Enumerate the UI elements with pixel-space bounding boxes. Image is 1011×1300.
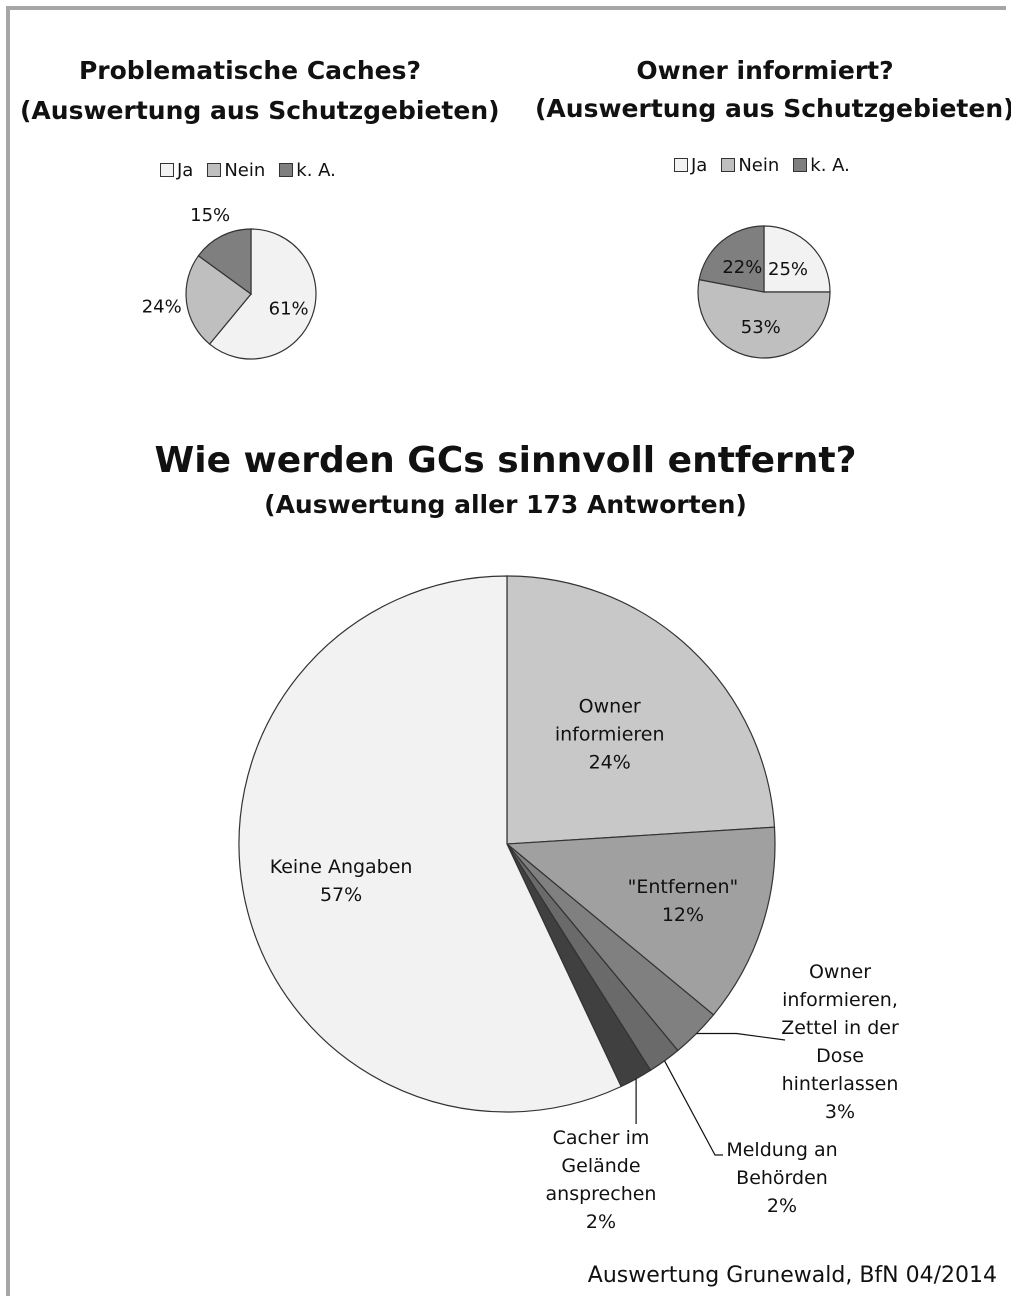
chart3-data-label-3-1: Behörden	[736, 1167, 828, 1189]
chart3-data-label-4-3: 2%	[586, 1211, 616, 1233]
chart2-data-label-1: 53%	[741, 317, 781, 338]
chart3-data-label-2-3: Dose	[816, 1045, 864, 1067]
chart2-slice-0	[763, 225, 831, 293]
footer-credit: Auswertung Grunewald, BfN 04/2014	[587, 1263, 997, 1288]
chart1-legend-swatch-1	[207, 163, 222, 177]
chart1-legend: Ja Nein k. A.	[160, 160, 350, 181]
chart3-leader-line-2	[696, 1032, 786, 1041]
chart1-legend-item-2: k. A.	[279, 160, 336, 181]
chart1-data-label-0: 61%	[269, 299, 309, 320]
chart3-slice-5	[238, 575, 622, 1113]
chart2-legend-swatch-2	[793, 158, 808, 172]
chart3-data-label-3-0: Meldung an	[726, 1139, 837, 1161]
chart2-legend-item-0: Ja	[674, 155, 707, 176]
chart1-legend-label-2: k. A.	[296, 160, 336, 181]
chart2-data-label-0: 25%	[768, 259, 808, 280]
chart2-title: Owner informiert?	[636, 56, 894, 85]
chart3-subtitle: (Auswertung aller 173 Antworten)	[264, 490, 747, 519]
chart1-pie: 61% 24% 15%	[142, 205, 317, 360]
chart3-data-label-1-1: 12%	[662, 904, 704, 926]
chart3-data-label-0-0: Owner	[579, 696, 641, 718]
chart1-legend-swatch-2	[279, 163, 294, 177]
chart3-title: Wie werden GCs sinnvoll entfernt?	[154, 440, 857, 481]
figure-frame	[6, 6, 1006, 1296]
chart1-legend-label-0: Ja	[177, 160, 194, 181]
chart1-slice-2	[197, 228, 252, 296]
chart2-subtitle: (Auswertung aus Schutzgebieten)	[535, 94, 1011, 123]
chart1-legend-swatch-0	[160, 163, 174, 177]
chart3-data-label-2-0: Owner	[809, 961, 871, 983]
chart2-legend-swatch-1	[721, 158, 736, 172]
chart3-data-label-1-0: "Entfernen"	[628, 876, 739, 898]
chart3-data-label-5-1: 57%	[320, 884, 362, 906]
chart3-data-label-0-2: 24%	[589, 752, 631, 774]
chart3-data-label-0-1: informieren	[555, 724, 665, 746]
chart1-data-label-2: 15%	[190, 205, 230, 226]
chart1-slice-0	[208, 228, 317, 360]
chart2-pie: 25% 53% 22%	[697, 225, 831, 359]
chart3-data-label-3-2: 2%	[767, 1195, 797, 1217]
chart1-slice-1	[185, 254, 252, 345]
chart3-data-label-2-2: Zettel in der	[781, 1017, 899, 1039]
chart1-title: Problematische Caches?	[78, 56, 422, 85]
chart3-data-label-2-1: informieren,	[782, 989, 898, 1011]
chart2-slice-2	[698, 225, 765, 293]
chart3-data-label-5-0: Keine Angaben	[270, 856, 413, 878]
chart1-legend-item-1: Nein	[207, 160, 265, 181]
chart3-slice-0	[506, 575, 776, 845]
chart3-data-label-2-4: hinterlassen	[782, 1073, 899, 1095]
chart2-legend-label-0: Ja	[691, 155, 708, 176]
chart2-legend-item-1: Nein	[721, 155, 779, 176]
chart3-data-label-4-0: Cacher im	[553, 1127, 650, 1149]
chart1-legend-item-0: Ja	[160, 160, 193, 181]
chart1-subtitle: (Auswertung aus Schutzgebieten)	[20, 96, 500, 125]
chart2-legend-label-2: k. A.	[810, 155, 850, 176]
chart3-data-label-4-1: Gelände	[561, 1155, 640, 1177]
chart1-legend-label-1: Nein	[224, 160, 266, 181]
chart2-legend-label-1: Nein	[738, 155, 780, 176]
chart2-slice-1	[697, 278, 831, 359]
chart2-data-label-2: 22%	[722, 257, 762, 278]
chart1-data-label-1: 24%	[142, 296, 182, 317]
chart2-legend-item-2: k. A.	[793, 155, 850, 176]
chart3-data-label-4-2: ansprechen	[546, 1183, 657, 1205]
chart3-leader-line-3	[663, 1060, 723, 1156]
chart2-legend: Ja Nein k. A.	[674, 155, 864, 176]
chart3-slice-1	[505, 826, 776, 1016]
chart3-data-label-2-5: 3%	[825, 1101, 855, 1123]
chart2-legend-swatch-0	[674, 158, 688, 172]
